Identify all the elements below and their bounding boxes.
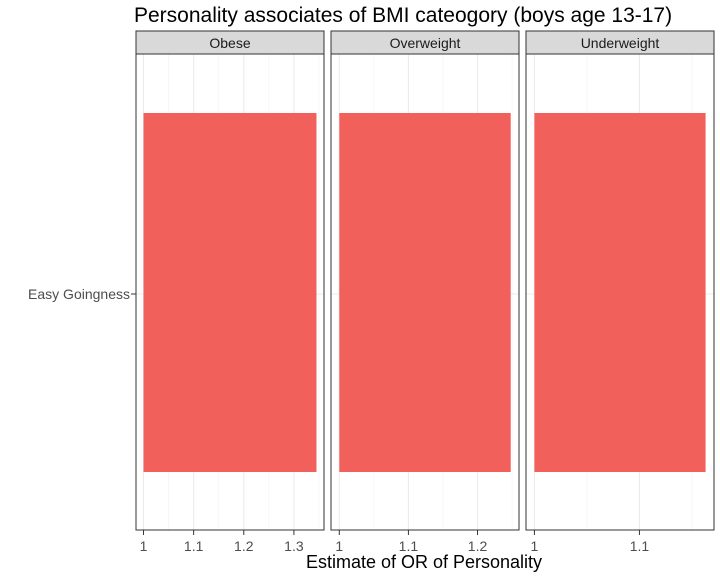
chart-title: Personality associates of BMI cateogory …	[134, 4, 672, 27]
x-tick-label: 1	[140, 538, 148, 554]
x-tick-label: 1.1	[630, 538, 650, 554]
facet-strip	[525, 30, 715, 55]
x-tick-label: 1.2	[468, 538, 488, 554]
y-tick-label: Easy Goingness	[28, 286, 130, 302]
facet-panels: Obese 1 1.1 1.2 1.3 Overweight 1 1.1 1.2 Underwei…	[135, 30, 715, 554]
y-axis: Easy Goingness	[28, 286, 136, 302]
facet-strip	[135, 30, 325, 55]
bar-overweight	[339, 113, 511, 472]
bar-obese	[143, 113, 317, 472]
x-tick-label: 1.1	[399, 538, 419, 554]
facet-panel-overweight: Overweight 1 1.1 1.2	[330, 30, 520, 554]
facet-strip-label: Obese	[209, 35, 250, 51]
x-tick-label: 1.3	[284, 538, 304, 554]
x-tick-label: 1	[531, 538, 539, 554]
x-tick-label: 1	[335, 538, 343, 554]
facet-strip-label: Underweight	[581, 35, 660, 51]
x-tick-label: 1.2	[234, 538, 254, 554]
facet-panel-obese: Obese 1 1.1 1.2 1.3	[135, 30, 325, 554]
x-axis-title: Estimate of OR of Personality	[306, 552, 542, 572]
facet-strip-label: Overweight	[390, 35, 461, 51]
x-tick-label: 1.1	[184, 538, 204, 554]
bar-underweight	[534, 113, 706, 472]
facet-strip	[330, 30, 520, 55]
facet-panel-underweight: Underweight 1 1.1	[525, 30, 715, 554]
